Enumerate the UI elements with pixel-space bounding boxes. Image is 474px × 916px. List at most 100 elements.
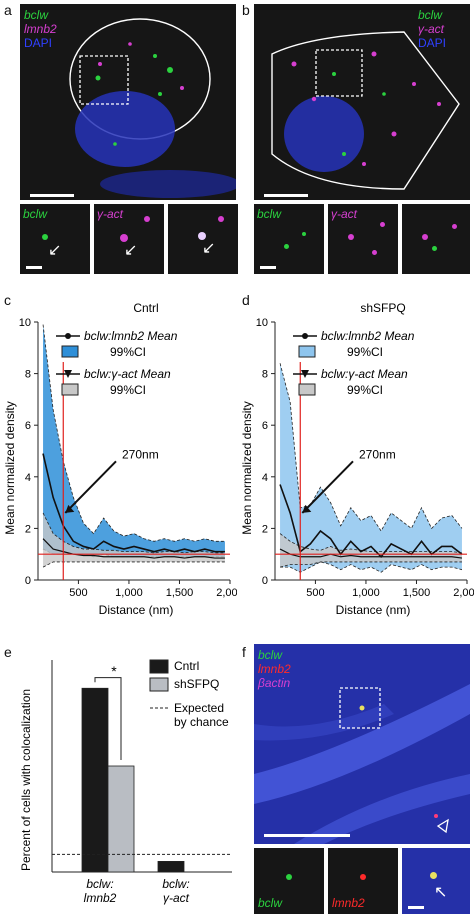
spot-magenta (422, 234, 428, 240)
y-tick-label: 4 (25, 472, 31, 484)
x-axis-label: Distance (nm) (99, 603, 174, 617)
panel-label-b: b (242, 2, 250, 18)
chart-title: Cntrl (133, 301, 158, 315)
label-a-dapi: DAPI (24, 36, 53, 50)
ci-band (43, 512, 225, 568)
mean-line (279, 548, 463, 559)
scale-bar-b (264, 194, 308, 197)
inset-f-2-label: lmnb2 (332, 896, 365, 910)
spot-green (302, 232, 306, 236)
spot-magenta (120, 234, 128, 242)
inset-b-1-label: bclw (257, 207, 282, 221)
x-tick-label: 500 (69, 587, 87, 599)
panel-label-d: d (242, 292, 250, 308)
spot-green (284, 244, 289, 249)
x-tick-label: 2,000 (453, 587, 474, 599)
scale-bar-b-inset (260, 266, 276, 269)
legend-marker-1 (65, 333, 71, 339)
significance-bracket (94, 677, 122, 760)
y-tick-label: 8 (25, 369, 31, 381)
spot-green (286, 874, 292, 880)
mean-line (42, 453, 225, 553)
spot-magenta (380, 222, 385, 227)
x-axis-label: Distance (nm) (336, 603, 411, 617)
y-tick-label: 2 (25, 523, 31, 535)
inset-f-1-label: bclw (258, 896, 283, 910)
spot-merged (430, 872, 437, 879)
legend-label-2: 99%CI (347, 345, 383, 359)
spot-magenta (144, 216, 150, 222)
x-category-2a: bclw: (162, 877, 189, 891)
inset-b-2: γ-act (328, 204, 398, 274)
scale-bar-a-inset (26, 266, 42, 269)
micrograph-f: bclw lmnb2 βactin (254, 644, 470, 844)
scale-bar-f-inset (408, 906, 424, 909)
inset-f-2: lmnb2 (328, 848, 398, 914)
annotation-text: 270nm (122, 448, 159, 462)
annotation-arrow (301, 460, 354, 514)
label-b-dapi: DAPI (418, 36, 447, 50)
legend-expected: Expected (174, 701, 224, 715)
legend-shsfpq: shSFPQ (174, 677, 219, 691)
y-tick-label: 6 (25, 420, 31, 432)
inset-a-2-label: γ-act (97, 207, 124, 221)
arrow-head (302, 504, 312, 513)
ci-lower-line (280, 561, 463, 573)
x-tick-label: 1,500 (166, 587, 194, 599)
inset-a-2: γ-act ↙ (94, 204, 164, 274)
legend-label-1: bclw:lmnb2 Mean (84, 329, 178, 343)
y-tick-label: 10 (256, 317, 268, 329)
y-tick-label: 0 (25, 575, 31, 587)
ci-band (280, 363, 462, 573)
x-tick-label: 1,500 (403, 587, 431, 599)
panel-label-a: a (4, 2, 12, 18)
label-b-bclw: bclw (418, 8, 443, 22)
panel-label-f: f (242, 644, 246, 660)
inset-a-1: bclw ↙ (20, 204, 90, 274)
ci-band (43, 324, 225, 557)
legend-marker-2 (64, 370, 72, 378)
legend-swatch-shsfpq (149, 677, 169, 692)
inset-b-2-label: γ-act (331, 207, 358, 221)
annotation-arrow (64, 460, 117, 514)
inset-b-3 (402, 204, 470, 274)
legend-swatch-1 (298, 345, 316, 358)
x-category-1b: lmnb2 (84, 891, 117, 905)
scale-bar-f (264, 834, 350, 837)
x-tick-label: 1,000 (352, 587, 380, 599)
chart-d: shSFPQ Mean normalized density Distance … (240, 301, 474, 617)
annotation-text: 270nm (359, 448, 396, 462)
y-tick-label: 8 (262, 369, 268, 381)
legend-by-chance: by chance (174, 715, 229, 729)
x-category-2b: γ-act (163, 891, 190, 905)
spot-magenta (452, 224, 457, 229)
label-b-gact: γ-act (418, 22, 445, 36)
axon-fibers (254, 684, 470, 844)
y-tick-label: 10 (19, 317, 31, 329)
arrow-icon: ↙ (48, 242, 62, 259)
label-f-lmnb2: lmnb2 (258, 662, 291, 676)
legend-label-4: 99%CI (110, 383, 146, 397)
spot-red (360, 874, 366, 880)
bar (157, 860, 185, 873)
ci-band (280, 533, 462, 568)
ci-lower-line (42, 561, 225, 568)
y-axis-label: Mean normalized density (3, 401, 17, 534)
legend-label-2: 99%CI (110, 345, 146, 359)
arrow-icon: ↙ (202, 240, 216, 257)
y-axis-label: Mean normalized density (240, 401, 254, 534)
y-axis-label: Percent of cells with colocalization (19, 689, 33, 871)
spot-green (432, 246, 437, 251)
label-f-bactin: βactin (258, 676, 291, 690)
y-tick-label: 0 (262, 575, 268, 587)
legend-swatch-2 (61, 383, 79, 396)
y-tick-label: 4 (262, 472, 268, 484)
spot-magenta (372, 250, 377, 255)
legend-swatch-cntrl (149, 659, 169, 674)
label-f-bclw: bclw (258, 648, 283, 662)
arrow-icon: ↙ (124, 242, 138, 259)
legend-label-3: bclw:γ-act Mean (321, 367, 408, 381)
panel-label-c: c (4, 292, 11, 308)
x-tick-label: 500 (306, 587, 324, 599)
ci-upper-line (279, 533, 462, 554)
